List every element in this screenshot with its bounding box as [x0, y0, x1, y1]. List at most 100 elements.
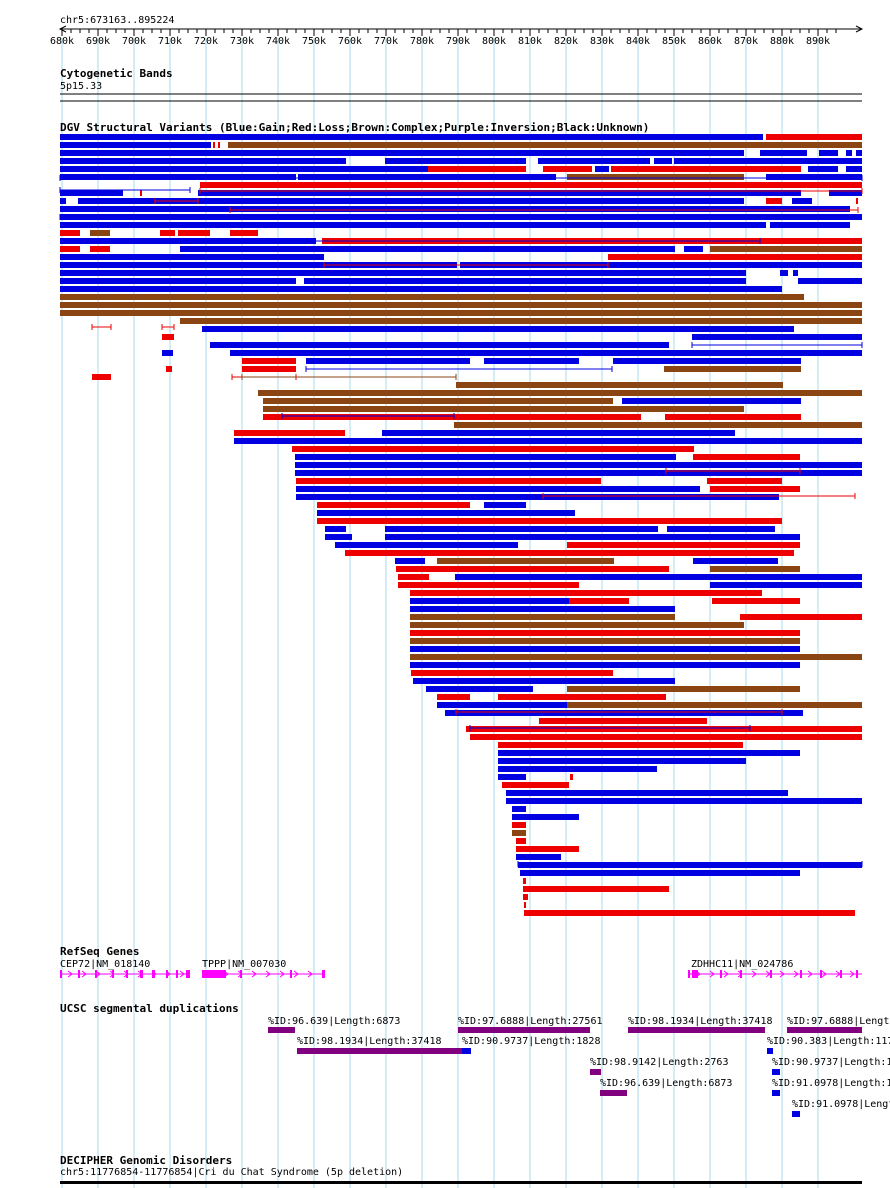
sv-feature	[455, 574, 862, 580]
sv-feature	[470, 734, 862, 740]
sv-feature	[846, 166, 862, 172]
sv-feature	[512, 806, 526, 812]
sv-feature	[396, 566, 669, 572]
segdup-label[interactable]: %ID:96.639|Length:6873	[268, 1016, 401, 1027]
cytoband-track-title[interactable]: Cytogenetic Bands	[60, 67, 173, 80]
sv-feature	[693, 558, 778, 564]
sv-feature	[60, 166, 428, 172]
ruler-tick-label: 700k	[122, 36, 146, 47]
gene-exon	[112, 970, 114, 978]
segdup-label[interactable]: %ID:90.9737|Length:1828	[462, 1036, 601, 1047]
sv-feature	[595, 166, 609, 172]
cytoband-label[interactable]: 5p15.33	[60, 81, 103, 92]
gene-label-cep72[interactable]: CEP72|NM_018140	[60, 959, 151, 970]
sv-feature	[385, 158, 526, 164]
gene-strand-arrow	[279, 970, 285, 978]
sv-feature	[846, 150, 852, 156]
sv-feature	[60, 230, 80, 236]
segdup-feature	[268, 1027, 295, 1033]
segdup-label[interactable]: %ID:97.6888|Length:27561	[458, 1016, 603, 1027]
sv-feature	[60, 286, 782, 292]
sv-feature	[712, 598, 800, 604]
gene-exon	[240, 970, 242, 978]
sv-feature	[707, 478, 782, 484]
segdup-feature	[767, 1048, 773, 1054]
sv-feature	[410, 638, 800, 644]
segdup-label[interactable]: %ID:97.6888|Length:27561	[787, 1016, 890, 1027]
segdup-label[interactable]: %ID:90.9737|Length:1828	[772, 1057, 890, 1068]
ruler-tick-label: 730k	[230, 36, 254, 47]
segdup-label[interactable]: %ID:90.383|Length:1174	[767, 1036, 890, 1047]
sv-feature	[410, 614, 675, 620]
sv-feature	[60, 142, 211, 148]
segdup-feature	[772, 1090, 780, 1096]
sv-feature	[760, 150, 807, 156]
sv-feature	[60, 278, 296, 284]
ruler-tick-label: 890k	[806, 36, 830, 47]
sv-feature	[198, 190, 801, 196]
sv-feature	[140, 190, 142, 196]
sv-feature	[466, 726, 862, 732]
sv-feature	[437, 702, 567, 708]
segdup-label[interactable]: %ID:98.9142|Length:2763	[590, 1057, 729, 1068]
sv-feature	[484, 502, 526, 508]
sv-feature	[664, 366, 801, 372]
gene-label-tppp[interactable]: TPPP|NM_007030	[202, 959, 287, 970]
gene-exon	[322, 970, 325, 978]
sv-feature	[524, 902, 526, 908]
sv-feature	[570, 774, 573, 780]
sv-feature	[90, 246, 110, 252]
sv-feature	[693, 454, 800, 460]
sv-feature	[792, 198, 812, 204]
sv-feature	[506, 798, 862, 804]
sv-feature	[385, 534, 800, 540]
sv-feature	[516, 838, 526, 844]
segdup-label[interactable]: %ID:98.1934|Length:37418	[297, 1036, 442, 1047]
sv-feature	[218, 142, 220, 148]
sv-feature	[523, 878, 526, 884]
segdup-label[interactable]: %ID:91.0978|Length:6873	[792, 1099, 890, 1110]
sv-feature	[498, 774, 526, 780]
ruler-tick-label: 750k	[302, 36, 326, 47]
segdup-feature	[600, 1090, 627, 1096]
sv-feature	[398, 574, 429, 580]
segdup-label[interactable]: %ID:98.1934|Length:37418	[628, 1016, 773, 1027]
segdup-label[interactable]: %ID:91.0978|Length:1174	[772, 1078, 890, 1089]
decipher-track-title[interactable]: DECIPHER Genomic Disorders	[60, 1154, 233, 1167]
sv-feature	[60, 174, 296, 180]
sv-feature	[684, 246, 703, 252]
dgv-track-title[interactable]: DGV Structural Variants (Blue:Gain;Red:L…	[60, 121, 650, 134]
segdup-label[interactable]: %ID:96.639|Length:6873	[600, 1078, 733, 1089]
ruler-tick-label: 720k	[194, 36, 218, 47]
sv-feature	[60, 246, 80, 252]
ruler-tick-label: 810k	[518, 36, 542, 47]
sv-feature	[395, 558, 425, 564]
sv-feature	[230, 350, 862, 356]
sv-feature	[166, 366, 172, 372]
gene-strand-arrow	[307, 970, 313, 978]
sv-feature	[242, 366, 296, 372]
sv-feature	[228, 142, 862, 148]
sv-feature	[410, 606, 675, 612]
sv-feature	[714, 134, 763, 140]
ruler-arrow-right	[855, 25, 864, 33]
refseq-track-title[interactable]: RefSeq Genes	[60, 945, 140, 958]
sv-feature	[306, 358, 470, 364]
ruler-tick-label: 820k	[554, 36, 578, 47]
segdup-track-title[interactable]: UCSC segmental duplications	[60, 1002, 239, 1015]
sv-feature	[798, 278, 862, 284]
gene-strand-arrow	[793, 970, 799, 978]
gene-exon	[95, 970, 97, 978]
ruler-tick-label: 740k	[266, 36, 290, 47]
sv-feature	[60, 222, 766, 228]
sv-feature	[162, 350, 173, 356]
decipher-feature-bar	[60, 1181, 862, 1184]
decipher-feature-label[interactable]: chr5:11776854-11776854|Cri du Chat Syndr…	[60, 1167, 404, 1178]
sv-feature	[90, 230, 110, 236]
gene-label-zdhhc11[interactable]: ZDHHC11|NM_024786	[691, 959, 794, 970]
ruler-tick-label: 880k	[770, 36, 794, 47]
ruler-arrow-left	[58, 25, 67, 33]
gene-exon	[770, 970, 772, 978]
